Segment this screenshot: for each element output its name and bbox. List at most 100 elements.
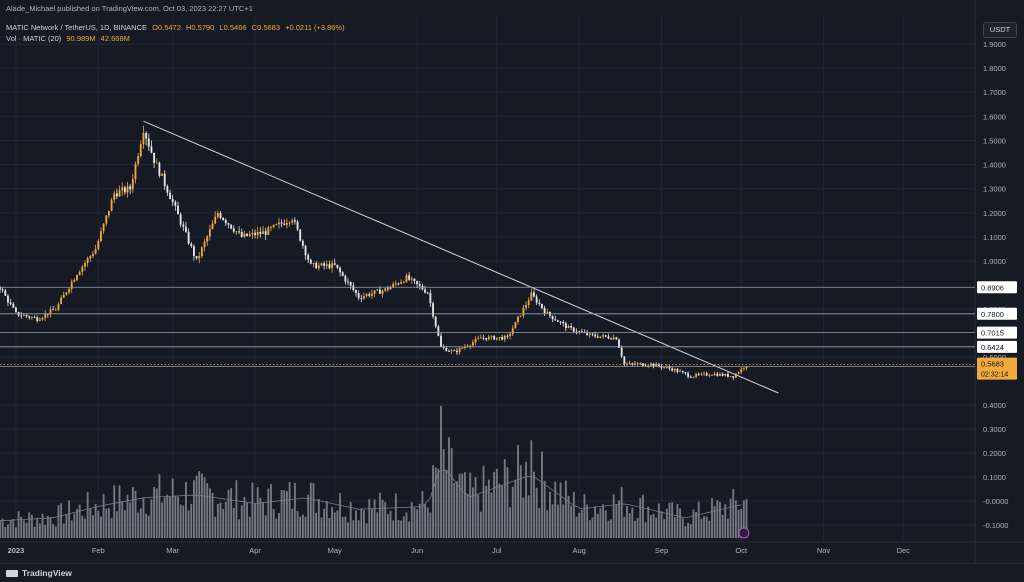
volume-bar (78, 504, 81, 538)
volume-bar (503, 459, 506, 538)
volume-bar (559, 482, 562, 538)
volume-bar (604, 510, 607, 538)
candle-body (278, 222, 280, 225)
volume-bar (307, 494, 310, 538)
volume-bar (177, 496, 179, 538)
currency-button[interactable]: USDT (983, 22, 1017, 38)
volume-bar (514, 479, 517, 538)
volume-bar (440, 405, 442, 538)
candle-body (474, 338, 477, 343)
candle-body (89, 256, 92, 259)
candle-body (163, 173, 166, 187)
candle-body (556, 320, 559, 322)
candle-body (139, 144, 142, 157)
volume-bar (49, 517, 52, 538)
candle-body (461, 348, 464, 349)
volume-bar (681, 518, 684, 538)
candle-body (703, 373, 705, 375)
volume-bar (246, 502, 249, 538)
candle-body (251, 232, 254, 235)
candle-body (673, 369, 676, 371)
candle-body (424, 289, 426, 293)
y-tick-label: 0.4000 (983, 401, 1006, 410)
volume-bar (737, 509, 740, 538)
y-tick-label: -0.1000 (983, 521, 1008, 530)
candle-body (644, 365, 647, 367)
volume-bar (107, 508, 110, 538)
candle-body (368, 294, 371, 296)
volume-bar (278, 513, 280, 538)
volume-bar (113, 485, 116, 538)
candle-body (679, 371, 682, 372)
candle-body (224, 219, 227, 224)
candle-body (469, 345, 472, 347)
candle-body (52, 309, 55, 311)
candle-body (381, 290, 384, 294)
volume-bar (12, 519, 15, 538)
x-tick-label: 2023 (8, 546, 25, 555)
low-value: L0.5466 (219, 23, 247, 32)
candle-body (100, 231, 102, 242)
volume-bar (527, 495, 530, 538)
volume-bar (623, 516, 626, 538)
candle-body (726, 373, 729, 377)
candle-body (418, 284, 421, 286)
candle-body (267, 227, 270, 235)
candle-body (636, 363, 639, 365)
candle-body (668, 366, 671, 369)
volume-bar (121, 501, 124, 538)
volume-bar (562, 504, 565, 538)
candle-body (12, 303, 15, 308)
volume-bar (57, 505, 60, 538)
candle-body (115, 193, 118, 197)
volume-bar (339, 493, 341, 538)
volume-bar (46, 515, 49, 538)
candle-body (700, 373, 703, 375)
candle-body (68, 288, 71, 293)
candle-body (697, 374, 700, 375)
volume-bar (200, 473, 203, 538)
volume-bar (86, 492, 89, 538)
volume-bar (131, 486, 134, 538)
volume-bar (355, 510, 357, 538)
candle-body (22, 315, 25, 316)
volume-bar (341, 517, 344, 538)
volume-bar (607, 520, 610, 538)
volume-bar (700, 518, 703, 538)
volume-bar (740, 509, 743, 538)
volume-bar (657, 503, 660, 538)
candle-body (618, 339, 620, 348)
candle-body (745, 366, 748, 369)
volume-bar (660, 511, 663, 538)
candle-body (203, 241, 206, 248)
x-tick-label: Aug (572, 546, 585, 555)
volume-bar (81, 515, 84, 538)
y-tick-label: 1.5000 (983, 136, 1006, 145)
x-tick-label: Jul (492, 546, 502, 555)
volume-bar (522, 497, 525, 538)
volume-bar (408, 521, 411, 538)
x-tick-label: Jun (411, 546, 423, 555)
candle-body (570, 326, 573, 328)
volume-bar (506, 467, 509, 538)
volume-bar (482, 465, 485, 538)
volume-bar (9, 520, 12, 538)
volume-bar (554, 481, 557, 538)
candle-body (729, 376, 732, 378)
volume-bar (179, 504, 182, 538)
candle-body (434, 316, 437, 327)
volume-bar (33, 526, 36, 538)
candle-body (259, 231, 262, 234)
candle-body (615, 337, 618, 340)
candle-body (711, 375, 713, 376)
volume-bar (397, 520, 400, 538)
candle-body (655, 363, 658, 367)
volume-bar (123, 510, 126, 538)
candle-body (333, 263, 336, 265)
volume-bar (4, 527, 7, 538)
candle-body (182, 224, 185, 227)
candle-body (185, 226, 187, 232)
candle-body (543, 308, 546, 313)
candle-body (248, 234, 251, 236)
